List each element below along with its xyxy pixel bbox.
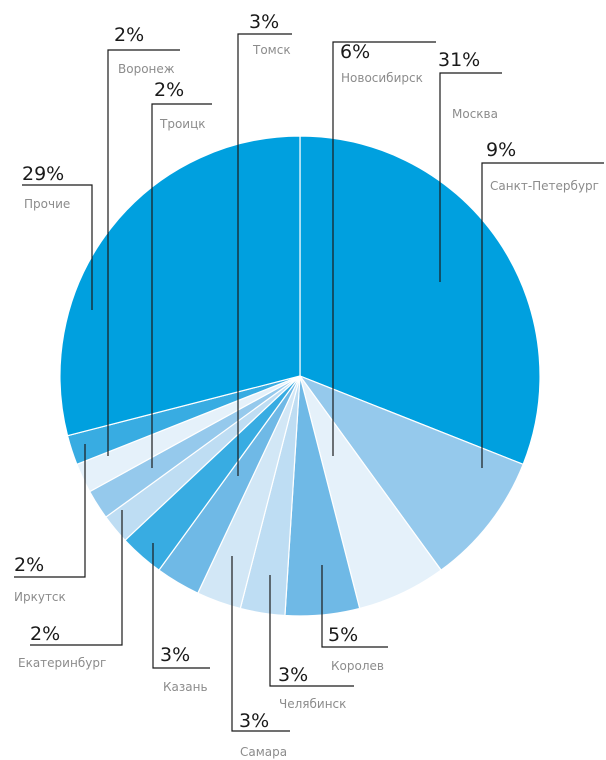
callout-санкт-петербург-percent: 9% [486,139,516,161]
callout-казань-percent: 3% [160,644,190,666]
callout-самара: 3% Самара [231,556,290,759]
callout-королев-leader-line [321,565,388,648]
pie-slice-москва [299,135,541,466]
callout-москва-percent: 31% [438,49,480,71]
callout-томск: 3% Томск [237,11,292,476]
callout-екатеринбург-leader-line [30,510,123,646]
callout-санкт-петербург-label: Санкт-Петербург [490,179,599,193]
callout-казань: 3% Казань [152,543,210,694]
callout-санкт-петербург: 9% Санкт-Петербург [481,139,604,468]
callout-екатеринбург-percent: 2% [30,623,60,645]
callout-иркутск-percent: 2% [14,554,44,576]
callout-томск-percent: 3% [249,11,279,33]
callout-екатеринбург-label: Екатеринбург [18,656,106,670]
callout-иркутск: 2% Иркутск [14,444,86,604]
callout-новосибирск-percent: 6% [340,41,370,63]
callout-троицк-label: Троицк [159,117,206,131]
callout-самара-leader-line [231,556,290,732]
callout-троицк-leader-line [151,103,212,468]
callout-самара-label: Самара [240,745,287,759]
callout-прочие: 29% Прочие [22,163,93,310]
callout-троицк: 2% Троицк [151,79,212,468]
callout-воронеж-label: Воронеж [118,62,175,76]
callout-казань-label: Казань [163,680,208,694]
callout-екатеринбург: 2% Екатеринбург [18,510,123,670]
callout-новосибирск-leader-line [332,41,436,456]
callouts: 31% Москва 9% Санкт-Петербург 6% Новосибирск 3… [14,11,604,759]
callout-воронеж: 2% Воронеж [107,24,180,456]
callout-самара-percent: 3% [239,710,269,732]
callout-королев: 5% Королев [321,565,388,673]
callout-челябинск-label: Челябинск [279,697,346,711]
callout-казань-leader-line [152,543,210,669]
callout-королев-label: Королев [331,659,384,673]
callout-москва: 31% Москва [438,49,502,282]
callout-челябинск-percent: 3% [278,664,308,686]
callout-воронеж-leader-line [107,49,180,456]
callout-томск-leader-line [237,33,292,476]
callout-москва-label: Москва [452,107,498,121]
pie-slice-прочие [59,135,301,437]
callout-иркутск-leader-line [14,444,86,578]
callout-королев-percent: 5% [328,624,358,646]
callout-томск-label: Томск [252,43,291,57]
pie-slice-санкт-петербург [298,374,524,571]
pie-slices [59,135,541,617]
callout-новосибирск: 6% Новосибирск [332,41,436,456]
callout-прочие-leader-line [22,184,93,310]
callout-воронеж-percent: 2% [114,24,144,46]
callout-челябинск-leader-line [269,575,354,687]
callout-челябинск: 3% Челябинск [269,575,354,711]
callout-троицк-percent: 2% [154,79,184,101]
callout-иркутск-label: Иркутск [14,590,66,604]
callout-прочие-percent: 29% [22,163,64,185]
callout-санкт-петербург-leader-line [481,162,604,468]
callout-новосибирск-label: Новосибирск [341,71,423,85]
callout-москва-leader-line [439,72,502,282]
callout-прочие-label: Прочие [24,197,70,211]
